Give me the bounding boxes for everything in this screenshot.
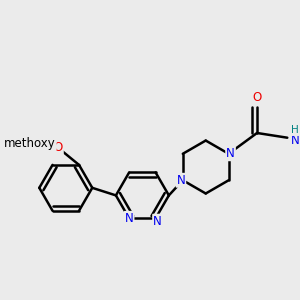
Text: N: N: [153, 215, 162, 228]
Text: N: N: [125, 212, 134, 225]
Text: O: O: [54, 141, 63, 154]
Text: O: O: [252, 91, 262, 103]
Text: methoxy: methoxy: [4, 136, 56, 150]
Text: N: N: [290, 134, 299, 147]
Text: N: N: [176, 174, 185, 187]
Text: N: N: [226, 147, 235, 160]
Text: H: H: [291, 125, 299, 135]
